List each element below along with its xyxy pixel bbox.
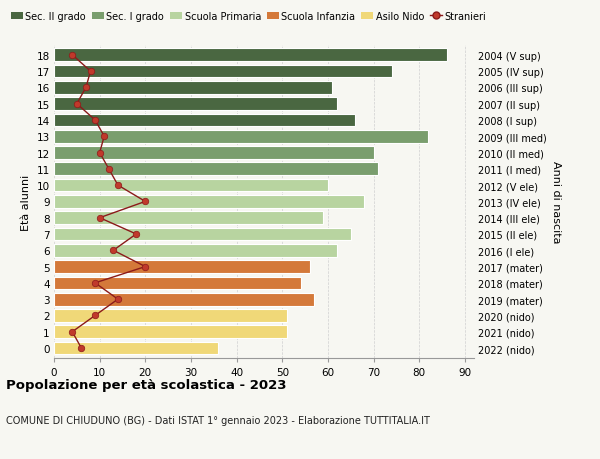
- Point: [90, 117, 100, 124]
- Y-axis label: Anni di nascita: Anni di nascita: [551, 161, 561, 243]
- Bar: [54, 212, 323, 224]
- Bar: [54, 163, 378, 176]
- Point: [131, 231, 141, 238]
- Bar: [54, 261, 310, 273]
- Point: [100, 133, 109, 140]
- Point: [67, 52, 77, 59]
- Point: [113, 182, 123, 190]
- Bar: [54, 293, 314, 306]
- Bar: [54, 228, 351, 241]
- Bar: [54, 309, 287, 322]
- Bar: [54, 114, 355, 127]
- Bar: [54, 131, 428, 143]
- Bar: [54, 244, 337, 257]
- Bar: [54, 196, 364, 208]
- Bar: [54, 98, 337, 111]
- Legend: Sec. II grado, Sec. I grado, Scuola Primaria, Scuola Infanzia, Asilo Nido, Stran: Sec. II grado, Sec. I grado, Scuola Prim…: [11, 12, 487, 22]
- Point: [72, 101, 82, 108]
- Point: [67, 328, 77, 336]
- Bar: [54, 326, 287, 338]
- Point: [140, 263, 150, 271]
- Point: [95, 150, 104, 157]
- Point: [90, 280, 100, 287]
- Bar: [54, 49, 446, 62]
- Point: [95, 214, 104, 222]
- Bar: [54, 179, 328, 192]
- Point: [140, 198, 150, 206]
- Point: [77, 345, 86, 352]
- Text: COMUNE DI CHIUDUNO (BG) - Dati ISTAT 1° gennaio 2023 - Elaborazione TUTTITALIA.I: COMUNE DI CHIUDUNO (BG) - Dati ISTAT 1° …: [6, 415, 430, 425]
- Bar: [54, 342, 218, 355]
- Bar: [54, 147, 374, 160]
- Point: [90, 312, 100, 319]
- Point: [113, 296, 123, 303]
- Y-axis label: Età alunni: Età alunni: [21, 174, 31, 230]
- Bar: [54, 66, 392, 78]
- Point: [109, 247, 118, 254]
- Point: [81, 84, 91, 92]
- Bar: [54, 82, 332, 95]
- Point: [104, 166, 113, 173]
- Bar: [54, 277, 301, 290]
- Text: Popolazione per età scolastica - 2023: Popolazione per età scolastica - 2023: [6, 379, 287, 392]
- Point: [86, 68, 95, 76]
